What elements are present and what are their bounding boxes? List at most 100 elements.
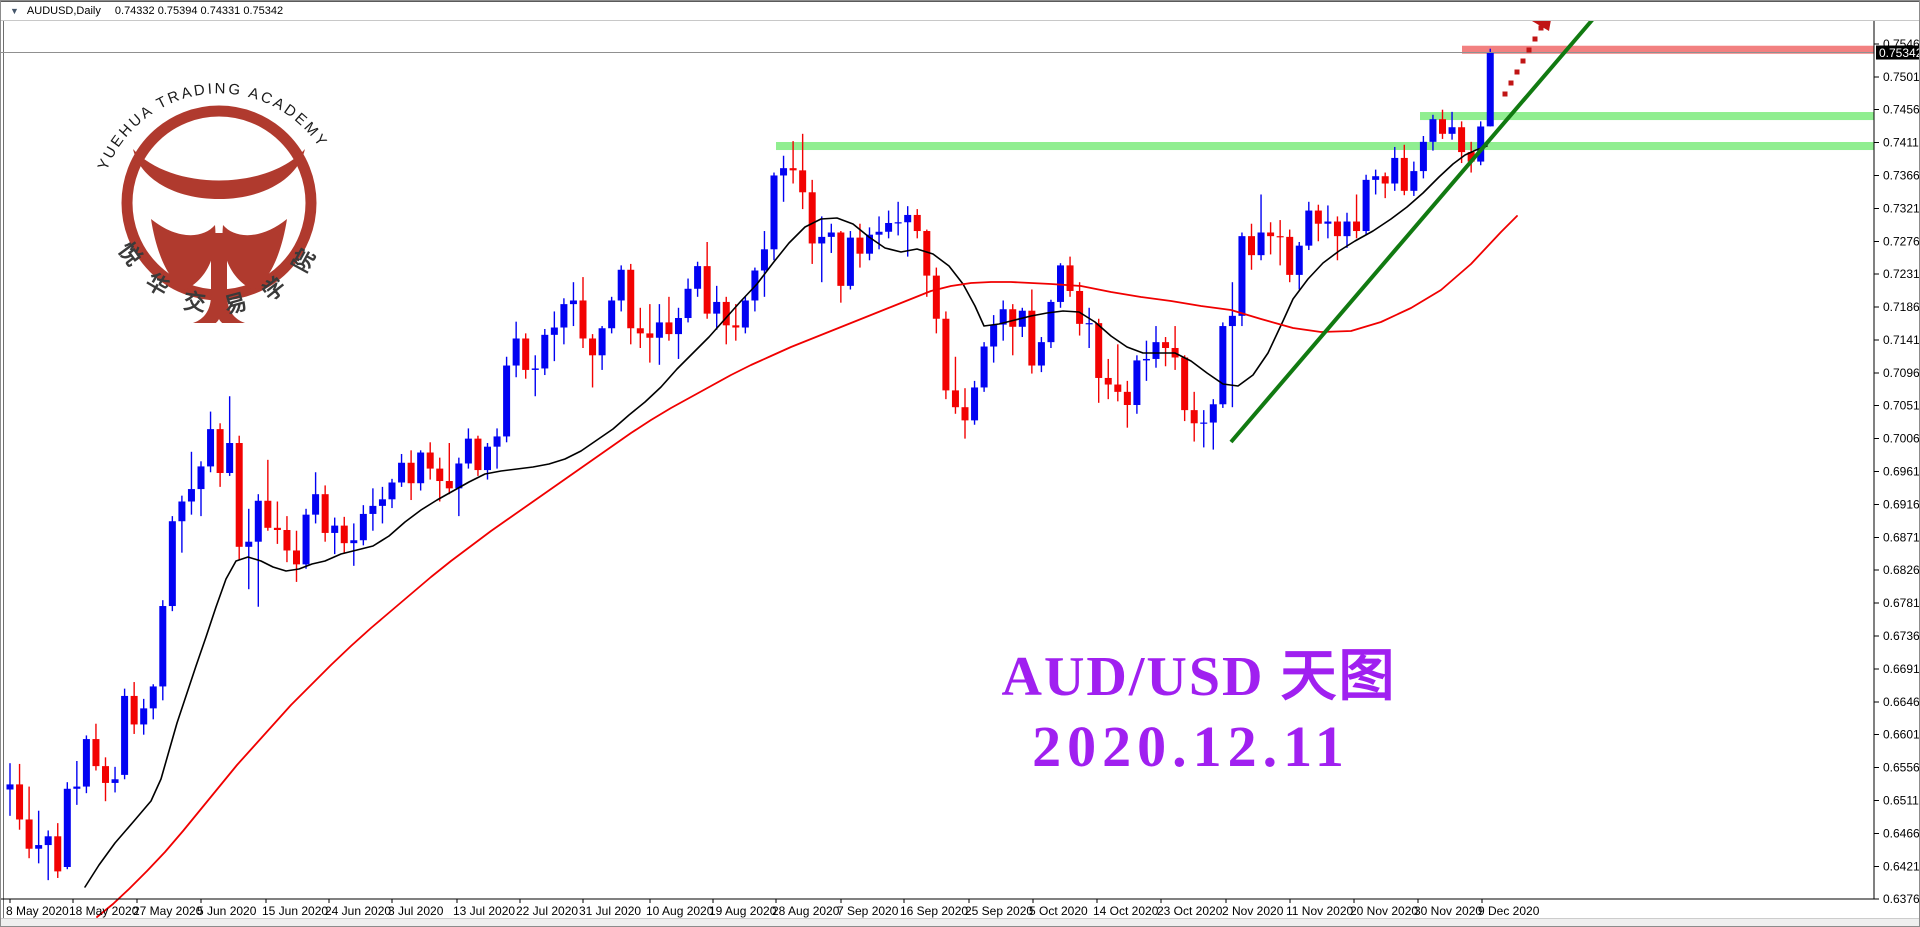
- candle-body: [1458, 127, 1466, 153]
- candle-body: [904, 214, 912, 223]
- candle-body: [369, 505, 377, 514]
- candle-body: [207, 429, 215, 467]
- candle-body: [264, 500, 272, 528]
- candle-body: [894, 222, 902, 224]
- candle-body: [1467, 152, 1475, 162]
- candle-body: [178, 501, 186, 522]
- logo-left-petal: [151, 219, 216, 290]
- candle-body: [484, 446, 491, 471]
- candle-body: [82, 739, 90, 787]
- axis-labels: 0.759100.754600.750100.745600.741100.736…: [6, 4, 1920, 918]
- candle-body: [856, 237, 864, 254]
- candle-body: [846, 237, 854, 286]
- date-axis-label: 5 Jun 2020: [197, 904, 257, 918]
- candle-body: [732, 325, 740, 328]
- candle-body: [923, 231, 931, 276]
- candle-body: [340, 525, 348, 544]
- candle-body: [187, 489, 195, 502]
- candle-body: [1324, 221, 1332, 224]
- candle-body: [455, 463, 463, 489]
- zone-bands: [776, 45, 1874, 151]
- candle-body: [44, 836, 52, 846]
- ohlc-values: 0.74332 0.75394 0.74331 0.75342: [114, 5, 284, 17]
- candle-body: [1248, 236, 1255, 256]
- candle-body: [331, 525, 339, 533]
- candle-body: [63, 788, 71, 867]
- candle-body: [684, 288, 692, 319]
- resistance-zone-band: [1462, 45, 1874, 54]
- candle-body: [1391, 157, 1399, 184]
- date-axis-label: 7 Sep 2020: [837, 904, 899, 918]
- date-axis-label: 23 Oct 2020: [1157, 904, 1223, 918]
- date-axis-label: 10 Aug 2020: [646, 904, 714, 918]
- date-axis-label: 3 Jul 2020: [388, 904, 444, 918]
- support-zone-band: [1420, 112, 1874, 121]
- candle-body: [675, 318, 682, 335]
- candle-body: [92, 739, 100, 767]
- candle-body: [216, 429, 224, 473]
- candle-body: [818, 236, 826, 244]
- candle-body: [1104, 377, 1112, 385]
- candle-body: [445, 481, 453, 489]
- candle-body: [493, 436, 501, 447]
- candle-body: [799, 170, 807, 193]
- candle-body: [1267, 232, 1275, 237]
- candle-body: [1353, 221, 1361, 232]
- date-axis-label: 15 Jun 2020: [262, 904, 328, 918]
- candle-body: [417, 452, 425, 484]
- candle-body: [703, 266, 711, 314]
- candle-body: [149, 686, 157, 709]
- current-price-tag: [1876, 45, 1919, 60]
- candle-body: [245, 541, 253, 547]
- candle-body: [598, 328, 606, 356]
- candle-body: [302, 514, 310, 565]
- logo-wings: [133, 149, 305, 199]
- candle-body: [159, 606, 167, 687]
- candle-body: [808, 192, 816, 244]
- date-axis-label: 19 Aug 2020: [709, 904, 777, 918]
- candle-body: [579, 300, 587, 339]
- symbol-dropdown-icon[interactable]: ▼: [10, 6, 19, 16]
- candle-body: [321, 494, 329, 533]
- candle-body: [1152, 342, 1160, 359]
- moving-averages: [84, 145, 1518, 918]
- candle-body: [111, 779, 119, 783]
- candle-body: [1209, 404, 1217, 423]
- candle-body: [942, 318, 950, 391]
- candle-body: [827, 232, 835, 237]
- candle-body: [1181, 357, 1189, 411]
- arrow-dot: [1514, 69, 1520, 75]
- candle-body: [1343, 221, 1351, 237]
- candle-body: [197, 466, 205, 490]
- candle-body: [1076, 290, 1084, 324]
- candle-body: [617, 269, 625, 301]
- ma-slow-line: [96, 215, 1518, 918]
- candle-body: [961, 407, 969, 421]
- date-axis-label: 24 Jun 2020: [325, 904, 391, 918]
- candle-body: [388, 482, 396, 500]
- candle-body: [436, 468, 444, 482]
- candle-body: [971, 387, 979, 421]
- candle-body: [646, 333, 654, 338]
- date-axis-label: 25 Sep 2020: [965, 904, 1033, 918]
- candle-body: [866, 234, 873, 254]
- candle-body: [1439, 119, 1446, 134]
- date-axis-label: 8 May 2020: [6, 904, 69, 918]
- current-price-tag-value: 0.75342: [1879, 46, 1920, 60]
- candle-body: [512, 338, 520, 366]
- arrow-dot: [1526, 47, 1532, 53]
- candle-body: [168, 521, 176, 607]
- candle-body: [130, 695, 138, 725]
